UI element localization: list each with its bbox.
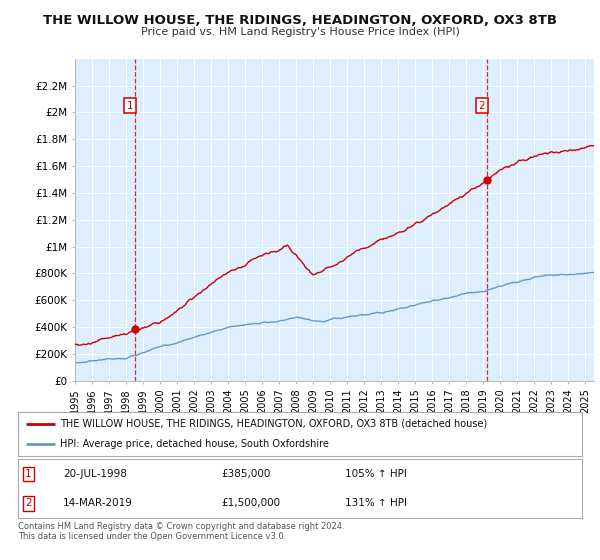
Text: 20-JUL-1998: 20-JUL-1998 [63, 469, 127, 479]
Text: 1: 1 [127, 101, 134, 111]
Text: 1: 1 [25, 469, 31, 479]
Text: £1,500,000: £1,500,000 [221, 498, 280, 508]
Text: 105% ↑ HPI: 105% ↑ HPI [345, 469, 407, 479]
Text: £385,000: £385,000 [221, 469, 271, 479]
Text: Price paid vs. HM Land Registry's House Price Index (HPI): Price paid vs. HM Land Registry's House … [140, 27, 460, 37]
Text: 14-MAR-2019: 14-MAR-2019 [63, 498, 133, 508]
Text: THE WILLOW HOUSE, THE RIDINGS, HEADINGTON, OXFORD, OX3 8TB: THE WILLOW HOUSE, THE RIDINGS, HEADINGTO… [43, 14, 557, 27]
Text: 2: 2 [25, 498, 31, 508]
Text: Contains HM Land Registry data © Crown copyright and database right 2024.
This d: Contains HM Land Registry data © Crown c… [18, 522, 344, 542]
Text: 2: 2 [478, 101, 485, 111]
Text: THE WILLOW HOUSE, THE RIDINGS, HEADINGTON, OXFORD, OX3 8TB (detached house): THE WILLOW HOUSE, THE RIDINGS, HEADINGTO… [60, 419, 488, 429]
Text: HPI: Average price, detached house, South Oxfordshire: HPI: Average price, detached house, Sout… [60, 439, 329, 449]
Text: 131% ↑ HPI: 131% ↑ HPI [345, 498, 407, 508]
